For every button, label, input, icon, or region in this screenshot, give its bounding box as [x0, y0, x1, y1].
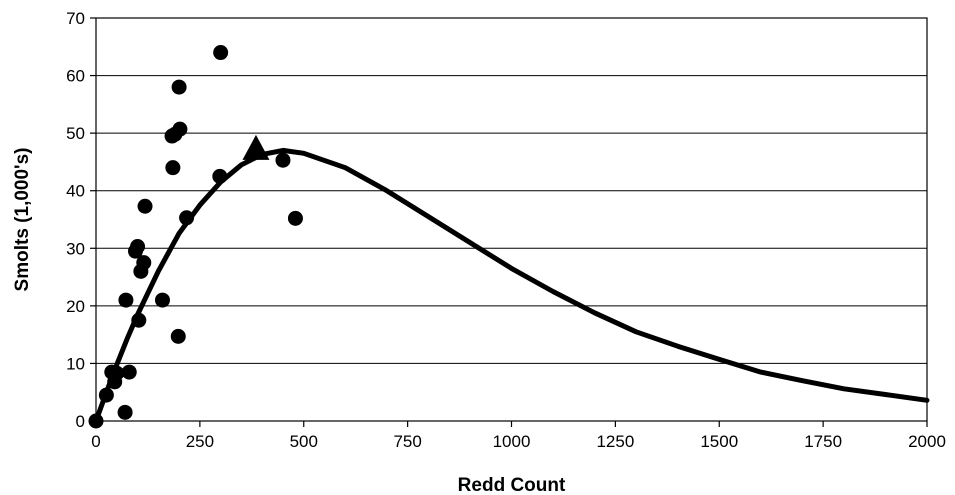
y-tick-label-50: 50	[66, 124, 85, 143]
y-tick-label-30: 30	[66, 239, 85, 258]
x-tick-label-250: 250	[186, 432, 214, 451]
data-point-19	[171, 79, 187, 95]
data-point-13	[137, 198, 153, 214]
y-tick-label-60: 60	[66, 67, 85, 86]
x-tick-label-1000: 1000	[493, 432, 531, 451]
data-point-0	[88, 413, 104, 429]
x-tick-label-1500: 1500	[700, 432, 738, 451]
gridlines	[96, 17, 927, 364]
data-point-10	[131, 312, 147, 328]
data-point-23	[213, 45, 229, 61]
y-tick-label-20: 20	[66, 297, 85, 316]
x-tick-label-1750: 1750	[804, 432, 842, 451]
x-tick-label-1250: 1250	[596, 432, 634, 451]
fitted-curve	[93, 147, 930, 424]
fitted-curve-layer	[93, 147, 930, 424]
y-axis-title: Smolts (1,000's)	[12, 148, 33, 292]
data-point-25	[287, 210, 303, 226]
data-point-9	[130, 239, 146, 255]
x-tick-label-500: 500	[290, 432, 318, 451]
data-point-6	[118, 292, 134, 308]
y-tick-label-0: 0	[76, 412, 85, 431]
data-point-16	[165, 160, 181, 176]
data-point-5	[117, 404, 133, 420]
x-tick-label-750: 750	[393, 432, 421, 451]
data-point-22	[212, 168, 228, 184]
y-tick-label-70: 70	[66, 9, 85, 28]
data-point-12	[136, 255, 152, 271]
data-point-20	[172, 121, 188, 137]
axes	[90, 17, 928, 427]
triangle-marker-0	[242, 134, 270, 160]
x-axis-title: Redd Count	[458, 475, 566, 495]
plot-frame	[95, 17, 928, 422]
data-point-7	[121, 364, 137, 380]
x-tick-label-2000: 2000	[908, 432, 946, 451]
data-point-1	[98, 387, 114, 403]
data-point-14	[154, 292, 170, 308]
y-tick-label-40: 40	[66, 182, 85, 201]
x-tick-label-0: 0	[91, 432, 100, 451]
data-point-24	[275, 152, 291, 168]
data-points	[88, 45, 303, 429]
data-point-21	[179, 210, 195, 226]
data-point-4	[109, 365, 125, 381]
data-point-18	[170, 328, 186, 344]
y-tick-label-10: 10	[66, 354, 85, 373]
tick-labels: 0 10 20 30 40 50 60 70 0 250 500 750 1000 1250 1500 175…	[66, 9, 946, 451]
